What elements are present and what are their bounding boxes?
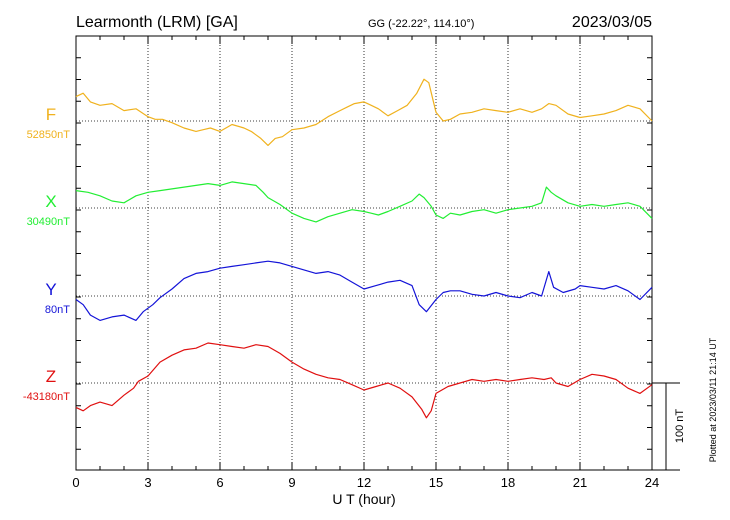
x-tick-labels: 0 3 6 9 12 15 18 21 24 [72, 475, 659, 490]
series-lines [75, 78, 653, 419]
plotted-at-note: Plotted at 2023/03/11 21:14 UT [708, 337, 718, 462]
series-baseline-x: 30490nT [27, 216, 71, 228]
x-tick-label: 12 [357, 475, 371, 490]
series-line-f [75, 78, 653, 146]
series-name-f: F [46, 105, 56, 124]
series-line-z [75, 342, 653, 419]
scale-bar-label: 100 nT [674, 409, 686, 444]
station-title: Learmonth (LRM) [GA] [76, 14, 238, 31]
series-name-y: Y [45, 280, 56, 299]
axis-ticks [75, 35, 653, 470]
x-tick-label: 0 [72, 475, 79, 490]
series-baseline-f: 52850nT [27, 129, 71, 141]
x-tick-label: 9 [288, 475, 295, 490]
series-name-x: X [45, 192, 56, 211]
station-coordinates: GG (-22.22°, 114.10°) [368, 18, 474, 30]
x-tick-label: 3 [144, 475, 151, 490]
series-name-z: Z [46, 367, 56, 386]
chart-date: 2023/03/05 [572, 14, 652, 31]
series-labels: F 52850nT X 30490nT Y 80nT Z -43180nT [23, 105, 70, 403]
x-axis-label: U T (hour) [332, 491, 395, 507]
series-line-y [75, 260, 653, 321]
x-tick-label: 21 [573, 475, 587, 490]
grid-lines [76, 36, 652, 470]
series-line-x [75, 181, 653, 223]
scale-bar: 100 nT [652, 382, 686, 471]
x-tick-label: 15 [429, 475, 443, 490]
x-tick-label: 6 [216, 475, 223, 490]
x-tick-label: 18 [501, 475, 515, 490]
series-baseline-z: -43180nT [23, 391, 70, 403]
x-tick-label: 24 [645, 475, 659, 490]
series-baseline-y: 80nT [45, 304, 70, 316]
